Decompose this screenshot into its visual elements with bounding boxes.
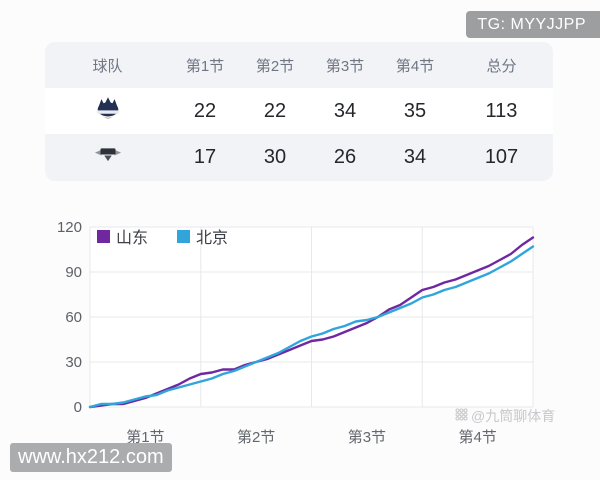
score-cell-total: 107 xyxy=(484,146,519,168)
score-cell-q4: 34 xyxy=(403,146,427,168)
series-line-0 xyxy=(88,236,535,409)
tg-badge: TG: MYYJJPP xyxy=(466,11,600,38)
y-axis-tick-label: 120 xyxy=(57,219,82,236)
site-watermark-text: www.hx212.com xyxy=(18,446,164,468)
x-axis-label: 第3节 xyxy=(347,429,387,446)
x-axis-label: 第4节 xyxy=(458,429,497,446)
score-cell-q1: 17 xyxy=(193,146,217,168)
legend-label: 山东 xyxy=(116,230,149,247)
shandong-series-swatch xyxy=(97,229,110,243)
y-axis-tick-label: 30 xyxy=(65,354,82,371)
score-cell-q3: 34 xyxy=(333,99,357,122)
y-axis-tick-label: 60 xyxy=(65,309,82,326)
author-watermark: @九筒聊体育 xyxy=(455,406,555,426)
score-cell-q4: 35 xyxy=(403,99,427,122)
x-axis-label: 第1节 xyxy=(126,429,165,446)
col-header-q1: 第1节 xyxy=(185,57,225,75)
table-row: 22 22 34 35 113 xyxy=(45,88,553,134)
table-header-row: 球队 第1节 第2节 第3节 第4节 总分 xyxy=(45,42,553,88)
beijing-series-swatch xyxy=(177,229,191,243)
team-cell xyxy=(45,95,170,128)
col-header-q4: 第4节 xyxy=(395,57,435,75)
legend-label: 北京 xyxy=(196,230,229,247)
series-line-1 xyxy=(88,245,535,409)
col-header-total: 总分 xyxy=(486,57,517,75)
y-axis-tick-label: 90 xyxy=(65,264,82,281)
x-axis-label: 第2节 xyxy=(236,429,276,446)
chart-legend: 山东 北京 xyxy=(97,224,228,248)
site-watermark-badge: www.hx212.com xyxy=(10,443,172,472)
team-cell xyxy=(45,145,170,170)
col-header-team: 球队 xyxy=(92,57,123,75)
beijing-team-logo xyxy=(93,145,123,170)
score-cell-q3: 26 xyxy=(333,146,357,168)
tg-badge-text: TG: MYYJJPP xyxy=(477,15,586,33)
score-cell-q1: 22 xyxy=(193,99,217,122)
legend-item-beijing[interactable]: 北京 xyxy=(177,224,228,248)
score-cell-total: 113 xyxy=(485,99,518,122)
quarter-score-table: 球队 第1节 第2节 第3节 第4节 总分 22 22 34 xyxy=(45,42,553,181)
col-header-q2: 第2节 xyxy=(255,57,295,75)
shandong-team-logo xyxy=(93,95,123,128)
score-cell-q2: 30 xyxy=(263,146,287,168)
score-cell-q2: 22 xyxy=(263,99,287,122)
author-watermark-text: @九筒聊体育 xyxy=(471,408,556,424)
nine-circles-icon xyxy=(455,408,468,424)
table-row: 17 30 26 34 107 xyxy=(45,134,553,181)
x-axis-labels: 第1节 第2节 第3节 第4节 xyxy=(90,424,533,447)
legend-item-shandong[interactable]: 山东 xyxy=(97,224,148,248)
col-header-q3: 第3节 xyxy=(325,57,365,75)
y-axis-tick-label: 0 xyxy=(74,399,82,416)
